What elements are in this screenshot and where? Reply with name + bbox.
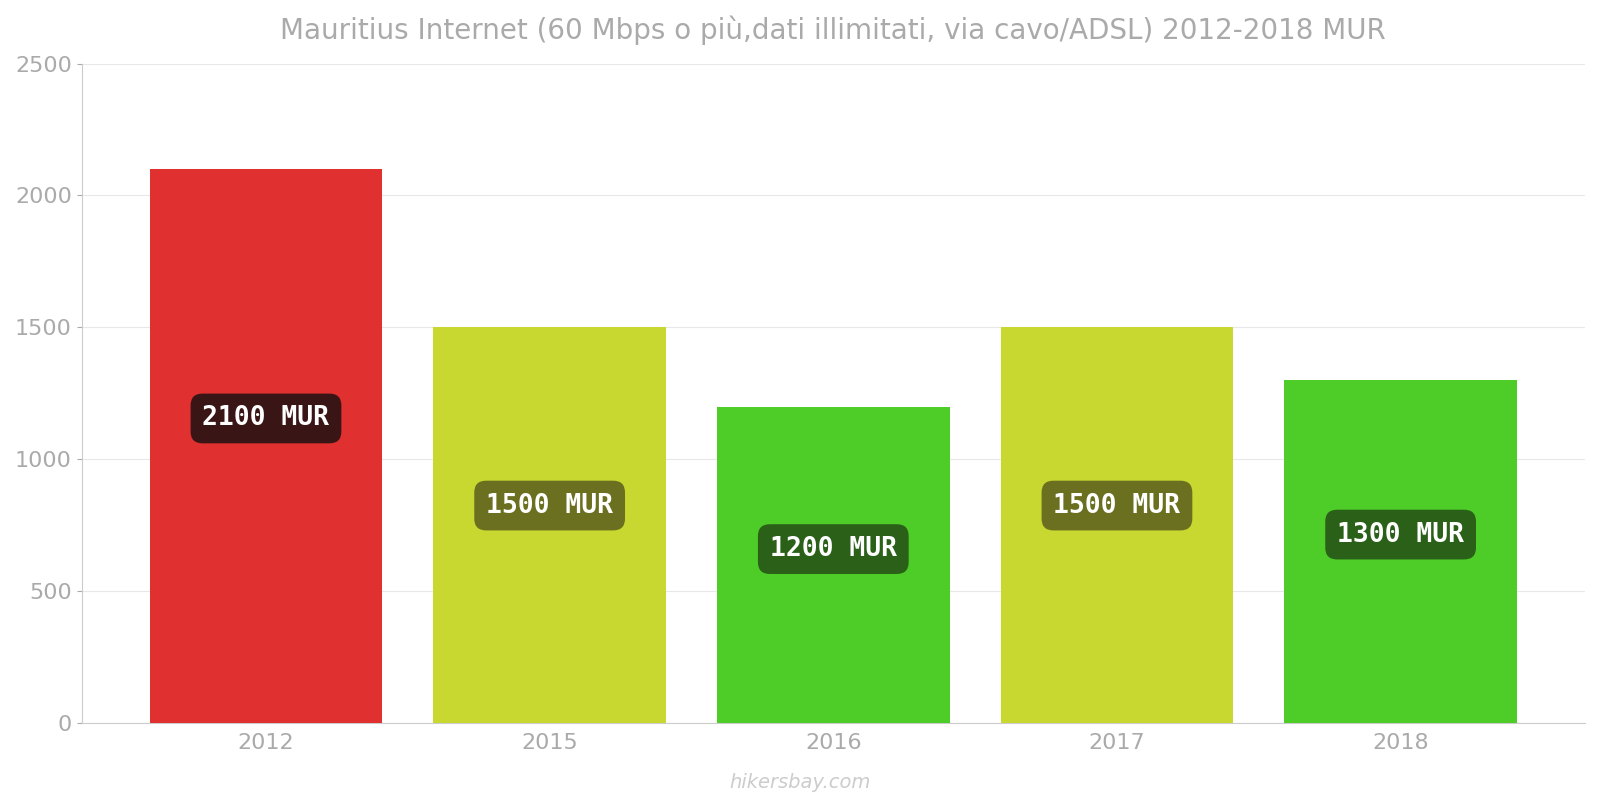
Text: hikersbay.com: hikersbay.com: [730, 773, 870, 792]
Bar: [434, 327, 666, 723]
Title: Mauritius Internet (60 Mbps o più,dati illimitati, via cavo/ADSL) 2012-2018 MUR: Mauritius Internet (60 Mbps o più,dati i…: [280, 15, 1386, 45]
Text: 1300 MUR: 1300 MUR: [1338, 522, 1464, 547]
Text: 2100 MUR: 2100 MUR: [203, 406, 330, 431]
Text: 1500 MUR: 1500 MUR: [486, 493, 613, 518]
Bar: [717, 406, 949, 723]
Text: 1500 MUR: 1500 MUR: [1053, 493, 1181, 518]
Bar: [1285, 380, 1517, 723]
Text: 1200 MUR: 1200 MUR: [770, 536, 896, 562]
Bar: [1000, 327, 1234, 723]
Bar: [150, 169, 382, 723]
